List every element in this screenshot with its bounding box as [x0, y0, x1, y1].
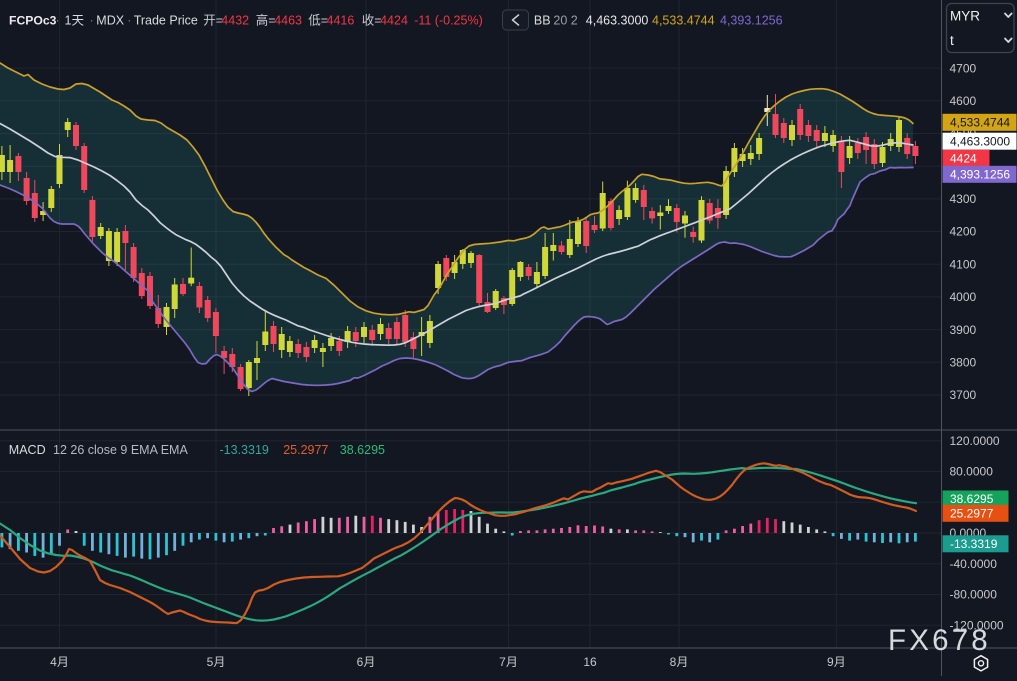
- svg-text:4000: 4000: [950, 290, 977, 304]
- svg-text:120.0000: 120.0000: [950, 434, 1000, 448]
- svg-text:t: t: [950, 33, 954, 48]
- svg-text:-13.3319: -13.3319: [950, 537, 998, 551]
- svg-text:BB: BB: [534, 14, 551, 28]
- svg-text:4463: 4463: [274, 14, 302, 28]
- svg-text:7月: 7月: [499, 655, 518, 669]
- svg-text:8月: 8月: [670, 655, 689, 669]
- svg-text:-120.0000: -120.0000: [950, 619, 1004, 633]
- svg-text:38.6295: 38.6295: [950, 492, 994, 506]
- svg-text:1天: 1天: [65, 14, 85, 28]
- svg-text:MYR: MYR: [950, 9, 980, 24]
- svg-text:20 2: 20 2: [553, 14, 577, 28]
- svg-text:4600: 4600: [950, 94, 977, 108]
- svg-text:开=: 开=: [203, 14, 223, 28]
- svg-text:·: ·: [127, 14, 131, 28]
- svg-text:80.0000: 80.0000: [950, 465, 994, 479]
- svg-text:-40.0000: -40.0000: [950, 557, 998, 571]
- svg-text:高=: 高=: [256, 13, 276, 28]
- svg-text:低=: 低=: [308, 14, 328, 28]
- svg-text:-80.0000: -80.0000: [950, 588, 998, 602]
- svg-text:4,393.1256: 4,393.1256: [720, 14, 783, 28]
- svg-text:9月: 9月: [827, 655, 846, 669]
- svg-text:MDX: MDX: [96, 14, 124, 28]
- svg-text:25.2977: 25.2977: [950, 507, 994, 521]
- svg-text:38.6295: 38.6295: [340, 443, 385, 457]
- svg-text:4424: 4424: [950, 152, 977, 166]
- svg-text:MACD: MACD: [9, 443, 46, 457]
- svg-text:FCPOc3: FCPOc3: [9, 14, 57, 28]
- svg-text:4700: 4700: [950, 61, 977, 75]
- svg-text:4,533.4744: 4,533.4744: [652, 14, 715, 28]
- svg-text:12 26 close 9 EMA EMA: 12 26 close 9 EMA EMA: [53, 443, 188, 457]
- svg-text:-13.3319: -13.3319: [220, 443, 269, 457]
- svg-text:4月: 4月: [50, 655, 69, 669]
- svg-text:4416: 4416: [327, 14, 355, 28]
- svg-text:4200: 4200: [950, 225, 977, 239]
- svg-text:-11 (-0.25%): -11 (-0.25%): [414, 14, 483, 28]
- svg-text:·: ·: [90, 14, 94, 28]
- svg-text:Trade Price: Trade Price: [134, 14, 198, 28]
- svg-text:4100: 4100: [950, 257, 977, 271]
- svg-text:4432: 4432: [221, 14, 249, 28]
- svg-text:3800: 3800: [950, 356, 977, 370]
- svg-text:6月: 6月: [357, 655, 376, 669]
- svg-text:5月: 5月: [207, 655, 226, 669]
- svg-text:4,463.3000: 4,463.3000: [586, 14, 649, 28]
- svg-text:·: ·: [56, 14, 60, 28]
- svg-text:4,463.3000: 4,463.3000: [950, 134, 1010, 148]
- svg-text:4,533.4744: 4,533.4744: [950, 116, 1010, 130]
- svg-text:4,393.1256: 4,393.1256: [950, 168, 1010, 182]
- svg-text:3900: 3900: [950, 323, 977, 337]
- svg-text:3700: 3700: [950, 388, 977, 402]
- svg-text:25.2977: 25.2977: [283, 443, 328, 457]
- svg-text:4424: 4424: [380, 14, 408, 28]
- svg-text:收=: 收=: [362, 14, 382, 28]
- svg-text:FX678: FX678: [888, 624, 991, 657]
- svg-text:4300: 4300: [950, 192, 977, 206]
- svg-text:16: 16: [583, 655, 597, 669]
